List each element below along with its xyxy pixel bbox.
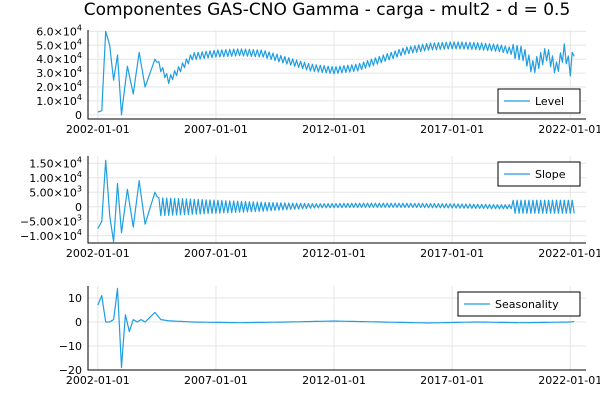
y-tick-label: −5.00×103 bbox=[20, 213, 82, 228]
axis-frame bbox=[87, 30, 586, 120]
y-tick-label: 4.0×104 bbox=[36, 51, 82, 66]
x-tick-label: 2007-01-01 bbox=[184, 123, 248, 136]
x-tick-label: 2012-01-01 bbox=[302, 123, 366, 136]
y-tick-label: −1.00×104 bbox=[20, 228, 82, 243]
chart-title: Componentes GAS-CNO Gamma - carga - mult… bbox=[84, 0, 571, 20]
y-tick-label: 1.00×104 bbox=[29, 170, 82, 185]
x-tick-label: 2002-01-01 bbox=[66, 374, 130, 387]
y-tick-label: 0 bbox=[75, 201, 82, 214]
seasonality-panel: 2002-01-01 2007-01-01 2012-01-01 2017-01-01… bbox=[59, 286, 600, 387]
level-panel: 2002-01-01 2007-01-01 2012-01-01 2017-01-01… bbox=[36, 23, 600, 136]
x-tick-label: 2017-01-01 bbox=[420, 247, 484, 260]
x-tick-label: 2012-01-01 bbox=[302, 374, 366, 387]
series-line-level bbox=[97, 30, 575, 116]
x-tick-label: 2007-01-01 bbox=[184, 374, 248, 387]
x-tick-label: 2022-01-01 bbox=[538, 374, 600, 387]
series-line-slope bbox=[97, 159, 575, 243]
y-tick-label: −10 bbox=[59, 340, 82, 353]
legend-label: Level bbox=[535, 95, 564, 108]
x-tick-label: 2022-01-01 bbox=[538, 247, 600, 260]
axis-frame bbox=[87, 286, 586, 371]
legend: Level bbox=[497, 88, 581, 114]
series-line-seasonality bbox=[97, 287, 575, 369]
legend: Slope bbox=[497, 161, 581, 187]
y-tick-label: −20 bbox=[59, 364, 82, 377]
x-tick-label: 2007-01-01 bbox=[184, 247, 248, 260]
x-tick-label: 2017-01-01 bbox=[420, 123, 484, 136]
axis-frame bbox=[87, 156, 586, 244]
y-tick-label: 0 bbox=[75, 109, 82, 122]
legend: Seasonality bbox=[457, 291, 581, 317]
slope-panel: 2002-01-01 2007-01-01 2012-01-01 2017-01-01… bbox=[20, 155, 600, 260]
y-tick-label: 5.00×103 bbox=[29, 184, 82, 199]
legend-label: Slope bbox=[535, 168, 566, 181]
x-tick-label: 2012-01-01 bbox=[302, 247, 366, 260]
y-tick-label: 1.0×104 bbox=[36, 93, 82, 108]
y-tick-label: 3.0×104 bbox=[36, 65, 82, 80]
x-tick-label: 2002-01-01 bbox=[66, 123, 130, 136]
y-tick-label: 1.50×104 bbox=[29, 155, 82, 170]
legend-label: Seasonality bbox=[495, 298, 559, 311]
x-tick-label: 2022-01-01 bbox=[538, 123, 600, 136]
y-tick-label: 10 bbox=[68, 292, 82, 305]
y-tick-label: 5.0×104 bbox=[36, 37, 82, 52]
y-tick-label: 6.0×104 bbox=[36, 23, 82, 38]
x-tick-label: 2002-01-01 bbox=[66, 247, 130, 260]
y-tick-label: 0 bbox=[75, 316, 82, 329]
x-tick-label: 2017-01-01 bbox=[420, 374, 484, 387]
y-tick-label: 2.0×104 bbox=[36, 79, 82, 94]
